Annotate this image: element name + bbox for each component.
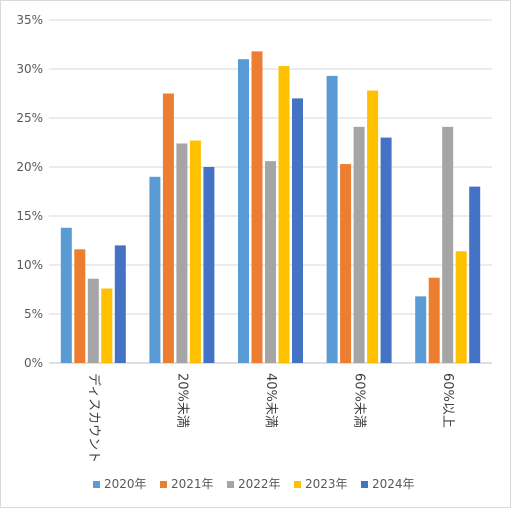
legend-swatch: [361, 481, 368, 488]
bar: [469, 186, 481, 363]
bar: [278, 66, 290, 363]
bar: [176, 143, 188, 363]
x-category-label: 60%以上: [440, 373, 455, 428]
bar: [292, 98, 303, 364]
bar: [189, 140, 201, 363]
y-axis: 0% 5% 10% 15% 20% 25% 30% 35%: [16, 13, 43, 370]
bar: [74, 249, 86, 363]
bar: [60, 227, 72, 363]
legend-swatch: [294, 481, 301, 488]
y-tick-label: 10%: [16, 258, 43, 272]
legend-label: 2020年: [104, 477, 147, 491]
x-axis: ディスカウント 20%未満 40%未満 60%未満 60%以上: [86, 373, 455, 463]
y-tick-label: 20%: [16, 160, 43, 174]
x-category-label: 40%未満: [263, 373, 278, 428]
bar: [265, 161, 276, 363]
y-tick-label: 15%: [16, 209, 43, 223]
bar: [162, 93, 174, 363]
bar: [455, 251, 467, 363]
bar: [326, 75, 338, 364]
y-tick-label: 25%: [16, 111, 43, 125]
y-tick-label: 35%: [16, 13, 43, 27]
legend-swatch: [160, 481, 167, 488]
bars: [60, 51, 481, 364]
legend-swatch: [93, 481, 100, 488]
legend-label: 2021年: [171, 477, 214, 491]
bar: [251, 51, 263, 364]
bar: [101, 288, 113, 363]
x-category-label: 20%未満: [174, 373, 189, 428]
legend-label: 2022年: [238, 477, 281, 491]
legend: 2020年 2021年 2022年 2023年 2024年: [93, 477, 415, 491]
bar: [353, 126, 365, 363]
bar: [114, 245, 126, 363]
x-category-label: ディスカウント: [86, 373, 102, 463]
bar: [442, 126, 454, 363]
y-tick-label: 30%: [16, 62, 43, 76]
bar: [340, 164, 352, 363]
bar: [87, 278, 99, 363]
bar: [415, 296, 427, 363]
legend-swatch: [227, 481, 234, 488]
bar: [380, 137, 392, 363]
y-tick-label: 5%: [24, 307, 43, 321]
bar: [428, 277, 440, 363]
legend-label: 2024年: [372, 477, 415, 491]
bar: [238, 59, 249, 363]
x-category-label: 60%未満: [352, 373, 367, 428]
y-tick-label: 0%: [24, 356, 43, 370]
bar: [203, 167, 215, 363]
bar: [149, 176, 161, 363]
legend-label: 2023年: [305, 477, 348, 491]
bar: [367, 90, 379, 363]
